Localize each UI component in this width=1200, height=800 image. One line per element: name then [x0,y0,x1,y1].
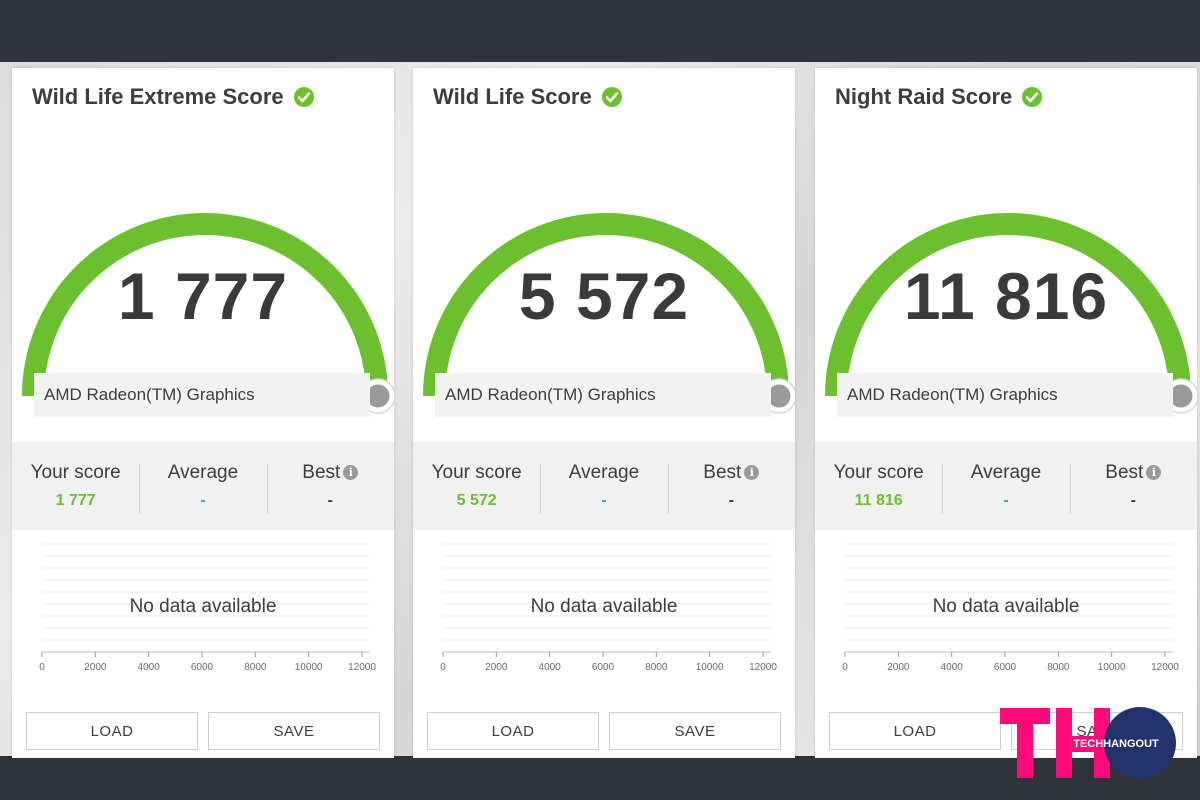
card-title-text: Wild Life Score [433,84,592,109]
gauge-arc [825,213,1191,397]
bottom-bar [0,758,1200,800]
stat-label: Best [302,462,341,483]
stat-label: Average [568,462,640,483]
save-button[interactable]: SAVE [609,712,781,750]
chart-tick-label: 10000 [696,662,724,673]
stat-value: - [327,492,333,509]
score-card-wild-life: Wild Life Score 5 572 AMD Radeon(TM) Gra… [413,68,795,758]
load-button[interactable]: LOAD [829,712,1001,750]
chart-tick-label: 8000 [645,662,668,673]
chart-tick-label: 2000 [84,662,107,673]
distribution-chart: 0 2000 4000 6000 8000 10000 12000 [440,543,777,673]
stat-value: 1 777 [55,492,96,509]
stat-value: - [601,492,607,509]
chart-tick-label: 10000 [295,662,323,673]
info-icon[interactable]: i [744,465,760,480]
card-title: Wild Life Extreme Score [32,84,315,110]
score-stats: Your score 11 816 Average - Best i - [815,442,1197,530]
gpu-name: AMD Radeon(TM) Graphics [34,373,370,417]
score-card-wild-life-extreme: Wild Life Extreme Score 1 777 AMD Radeon… [12,68,394,758]
chart-tick-label: 6000 [191,662,214,673]
chart-tick-label: 2000 [887,662,910,673]
logo-text: TECHHANGOUT [1073,738,1159,750]
main-score: 1 777 [117,259,289,333]
card-title-text: Night Raid Score [835,84,1013,109]
stat-label: Average [167,462,239,483]
stat-label-best: Best i [267,462,394,484]
score-stats: Your score 5 572 Average - Best i - [413,442,795,530]
chart-tick-label: 8000 [1047,662,1070,673]
chart-tick-label: 12000 [348,662,376,673]
no-data-message: No data available [129,596,277,617]
save-button[interactable]: SAVE [208,712,380,750]
distribution-chart: 0 2000 4000 6000 8000 10000 12000 [39,543,376,673]
gauge-arc [423,213,789,397]
score-card-night-raid: Night Raid Score 11 816 AMD Radeon(TM) G… [815,68,1197,758]
logo-circle [1104,707,1176,779]
stat-value: 11 816 [854,492,903,509]
stat-label: Best [703,462,742,483]
stat-best: Best i - [667,442,795,530]
no-data-message: No data available [932,596,1080,617]
info-icon[interactable]: i [1146,465,1162,480]
chart-tick-label: 8000 [244,662,267,673]
logo-letters [1000,708,1110,778]
stat-label: Your score [431,462,522,483]
distribution-chart: 0 2000 4000 6000 8000 10000 12000 [842,543,1179,673]
stat-your-score: Your score 1 777 [12,442,139,530]
chart-tick-label: 0 [39,662,45,673]
stat-average: Average - [942,442,1069,530]
stat-value: - [728,492,734,509]
check-circle-icon [601,87,622,107]
chart-tick-label: 4000 [138,662,161,673]
gpu-name-text: AMD Radeon(TM) Graphics [445,385,656,404]
stat-label: Your score [30,462,121,483]
chart-tick-label: 12000 [749,662,777,673]
stat-average: Average - [540,442,667,530]
card-title: Night Raid Score [835,84,1043,110]
check-circle-icon [293,87,314,107]
stat-label-best: Best i [668,462,795,484]
gpu-name-text: AMD Radeon(TM) Graphics [44,385,255,404]
info-icon[interactable]: i [343,465,359,480]
chart-tick-label: 6000 [994,662,1017,673]
top-bar [0,0,1200,62]
gpu-name-text: AMD Radeon(TM) Graphics [847,385,1058,404]
chart-tick-label: 10000 [1098,662,1126,673]
main-score: 5 572 [518,259,690,333]
stat-value: - [200,492,206,509]
score-stats: Your score 1 777 Average - Best i - [12,442,394,530]
techhangout-logo: TECHHANGOUT [1000,707,1176,779]
chart-tick-label: 0 [842,662,848,673]
gpu-name: AMD Radeon(TM) Graphics [435,373,771,417]
card-title-text: Wild Life Extreme Score [32,84,284,109]
load-button[interactable]: LOAD [26,712,198,750]
chart-tick-label: 2000 [485,662,508,673]
stat-your-score: Your score 5 572 [413,442,540,530]
stat-your-score: Your score 11 816 [815,442,942,530]
chart-tick-label: 12000 [1151,662,1179,673]
check-circle-icon [1022,87,1043,107]
card-title: Wild Life Score [433,84,623,110]
load-button[interactable]: LOAD [427,712,599,750]
stat-best: Best i - [266,442,394,530]
stat-average: Average - [139,442,266,530]
chart-tick-label: 4000 [539,662,562,673]
stat-label-best: Best i [1070,462,1197,484]
gauge-arc [22,213,388,397]
main-score: 11 816 [903,259,1109,333]
chart-tick-label: 4000 [941,662,964,673]
stat-value: - [1003,492,1009,509]
chart-tick-label: 6000 [592,662,615,673]
stat-label: Best [1105,462,1144,483]
stat-value: - [1130,492,1136,509]
stat-value: 5 572 [456,492,497,509]
stat-label: Your score [833,462,924,483]
gpu-name: AMD Radeon(TM) Graphics [837,373,1173,417]
stat-best: Best i - [1069,442,1197,530]
stat-label: Average [970,462,1042,483]
chart-tick-label: 0 [440,662,446,673]
no-data-message: No data available [530,596,678,617]
